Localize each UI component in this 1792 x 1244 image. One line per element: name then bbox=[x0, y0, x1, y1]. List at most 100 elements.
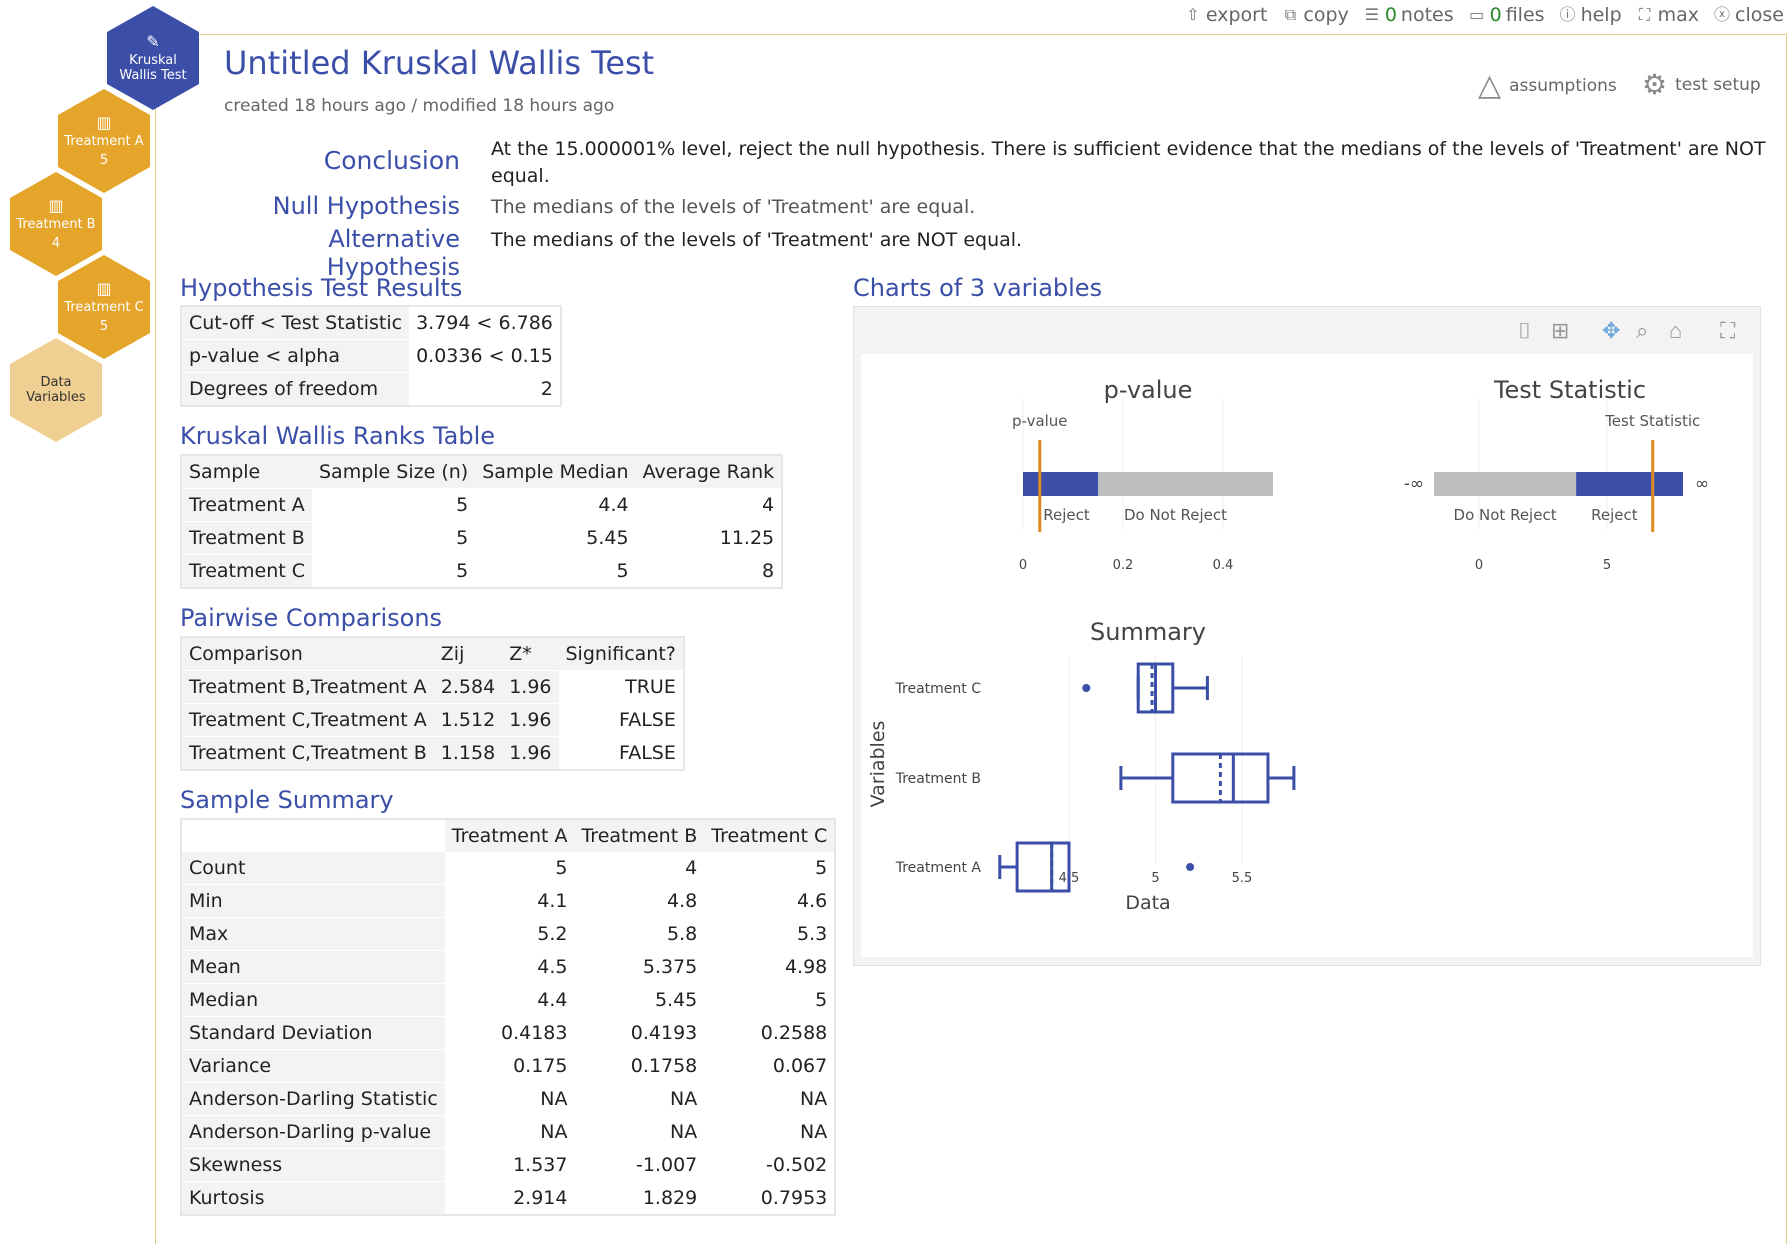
table-cell: 1.512 bbox=[433, 703, 503, 737]
box-outlier-point bbox=[1082, 684, 1091, 692]
hex-item-label: Treatment A bbox=[64, 133, 144, 149]
pan-icon[interactable]: ✥ bbox=[1602, 318, 1621, 343]
table-cell: 4.98 bbox=[704, 950, 836, 984]
results-section-title: Hypothesis Test Results bbox=[180, 274, 463, 302]
camera-icon[interactable]: ⌷ bbox=[1518, 318, 1532, 343]
charts-svg[interactable]: p-value 0 0.2 0.4 p-value Reject Do Not Reject… bbox=[861, 354, 1753, 957]
table-row: Max 5.2 5.8 5.3 bbox=[181, 917, 836, 951]
table-cell: Treatment C,Treatment A bbox=[181, 703, 434, 737]
column-header: Sample Size (n) bbox=[312, 455, 476, 489]
hex-data-variables[interactable]: Data Variables bbox=[10, 338, 102, 442]
files-count: 0 bbox=[1489, 4, 1502, 26]
box-rect bbox=[1015, 841, 1071, 893]
copy-button[interactable]: ⧉ copy bbox=[1281, 4, 1349, 26]
column-header: Treatment B bbox=[574, 819, 705, 852]
table-row: Cut-off < Test Statistic 3.794 < 6.786 bbox=[181, 306, 561, 340]
pvalue-accept-bar bbox=[1098, 472, 1273, 496]
page-title[interactable]: Untitled Kruskal Wallis Test bbox=[224, 44, 655, 82]
table-row: Anderson-Darling Statistic NA NA NA bbox=[181, 1082, 836, 1116]
table-cell: 11.25 bbox=[635, 521, 783, 555]
table-cell: 2 bbox=[409, 372, 561, 406]
hex-item-label: Treatment B bbox=[16, 216, 96, 232]
notes-button[interactable]: ☰ 0 notes bbox=[1363, 4, 1454, 26]
table-cell: 1.158 bbox=[433, 736, 503, 770]
table-cell: 5 bbox=[312, 521, 476, 555]
hex-item-count: 5 bbox=[99, 318, 109, 334]
top-toolbar: ⇧ export ⧉ copy ☰ 0 notes ▭ 0 files ⓘ help ⛶ max… bbox=[1184, 4, 1784, 26]
column-header: Z* bbox=[502, 637, 559, 671]
table-cell: 0.0336 < 0.15 bbox=[409, 339, 561, 373]
pairwise-section-title: Pairwise Comparisons bbox=[180, 604, 443, 632]
teststat-right-end-label: ∞ bbox=[1695, 474, 1709, 494]
table-cell: Anderson-Darling Statistic bbox=[181, 1082, 445, 1116]
hex-treatment-b[interactable]: ▥ Treatment B 4 bbox=[10, 172, 102, 276]
table-cell: FALSE bbox=[558, 703, 684, 737]
assumptions-button[interactable]: △ assumptions bbox=[1478, 68, 1617, 103]
bar-chart-icon: ▥ bbox=[96, 278, 112, 298]
zoom-icon[interactable]: ⌕ bbox=[1636, 318, 1649, 343]
table-cell: 5.3 bbox=[704, 917, 836, 951]
table-row: Anderson-Darling p-value NA NA NA bbox=[181, 1115, 836, 1149]
teststat-tick-label: 5 bbox=[1603, 558, 1611, 573]
table-row: Degrees of freedom 2 bbox=[181, 372, 561, 406]
table-row: Min 4.1 4.8 4.6 bbox=[181, 884, 836, 918]
null-hypothesis-label: Null Hypothesis bbox=[272, 192, 460, 220]
results-table: Cut-off < Test Statistic 3.794 < 6.786 p-… bbox=[180, 305, 562, 407]
table-cell: Cut-off < Test Statistic bbox=[181, 306, 410, 340]
hex-item-count: 5 bbox=[99, 152, 109, 168]
hex-item-label: Treatment C bbox=[64, 299, 144, 315]
column-header: Sample Median bbox=[475, 455, 636, 489]
files-button[interactable]: ▭ 0 files bbox=[1468, 4, 1545, 26]
table-row: Count 5 4 5 bbox=[181, 852, 836, 885]
table-cell: Treatment B,Treatment A bbox=[181, 670, 434, 704]
home-icon[interactable]: ⌂ bbox=[1669, 318, 1683, 343]
table-cell: 4.4 bbox=[444, 983, 575, 1017]
hex-treatment-c[interactable]: ▥ Treatment C 5 bbox=[58, 255, 150, 359]
pvalue-reject-bar bbox=[1023, 472, 1098, 496]
column-header bbox=[181, 819, 445, 852]
table-cell: Treatment C,Treatment B bbox=[181, 736, 434, 770]
teststat-tick-label: 0 bbox=[1475, 558, 1483, 573]
pvalue-chart-title: p-value bbox=[1104, 376, 1193, 404]
test-setup-button[interactable]: ⚙ test setup bbox=[1642, 68, 1761, 101]
table-cell: Treatment C bbox=[181, 554, 312, 588]
table-cell: 2.914 bbox=[444, 1181, 575, 1215]
teststat-marker-label: Test Statistic bbox=[1604, 412, 1700, 430]
table-cell: Skewness bbox=[181, 1148, 445, 1182]
assumptions-label: assumptions bbox=[1509, 75, 1617, 96]
table-cell: Kurtosis bbox=[181, 1181, 445, 1215]
help-button[interactable]: ⓘ help bbox=[1559, 4, 1622, 26]
max-label: max bbox=[1657, 4, 1700, 26]
table-cell: Variance bbox=[181, 1049, 445, 1083]
table-cell: 1.96 bbox=[502, 703, 559, 737]
teststat-reject-bar bbox=[1576, 472, 1683, 496]
column-header: Average Rank bbox=[635, 455, 783, 489]
teststat-chart-title: Test Statistic bbox=[1493, 376, 1646, 404]
table-row: Mean 4.5 5.375 4.98 bbox=[181, 950, 836, 984]
table-cell: Count bbox=[181, 852, 445, 885]
fullscreen-icon[interactable]: ⛶ bbox=[1720, 318, 1736, 343]
table-header-row: Comparison Zij Z* Significant? bbox=[181, 637, 684, 671]
hex-data-label1: Data bbox=[40, 375, 72, 390]
summary-tick-label: 5.5 bbox=[1232, 871, 1253, 886]
hex-main-label1: Kruskal bbox=[129, 52, 177, 68]
hex-treatment-a[interactable]: ▥ Treatment A 5 bbox=[58, 89, 150, 193]
help-icon: ⓘ bbox=[1559, 5, 1576, 24]
column-header: Treatment C bbox=[704, 819, 836, 852]
conclusion-text-line2: equal. bbox=[491, 165, 550, 187]
table-cell: 5 bbox=[704, 852, 836, 885]
close-button[interactable]: ⓧ close bbox=[1713, 4, 1784, 26]
table-row: Treatment B 5 5.45 11.25 bbox=[181, 521, 783, 555]
column-header: Significant? bbox=[558, 637, 684, 671]
summary-table: Treatment A Treatment B Treatment C Coun… bbox=[180, 818, 837, 1216]
export-button[interactable]: ⇧ export bbox=[1184, 4, 1267, 26]
table-cell: 3.794 < 6.786 bbox=[409, 306, 561, 340]
table-cell: Treatment B bbox=[181, 521, 312, 555]
table-cell: 8 bbox=[635, 554, 783, 588]
alternative-hypothesis-text: The medians of the levels of 'Treatment'… bbox=[491, 229, 1023, 251]
maximize-icon: ⛶ bbox=[1639, 5, 1651, 24]
max-button[interactable]: ⛶ max bbox=[1636, 4, 1699, 26]
add-chart-icon[interactable]: ⊞ bbox=[1551, 318, 1570, 343]
help-label: help bbox=[1580, 4, 1622, 26]
close-icon: ⓧ bbox=[1714, 5, 1731, 24]
